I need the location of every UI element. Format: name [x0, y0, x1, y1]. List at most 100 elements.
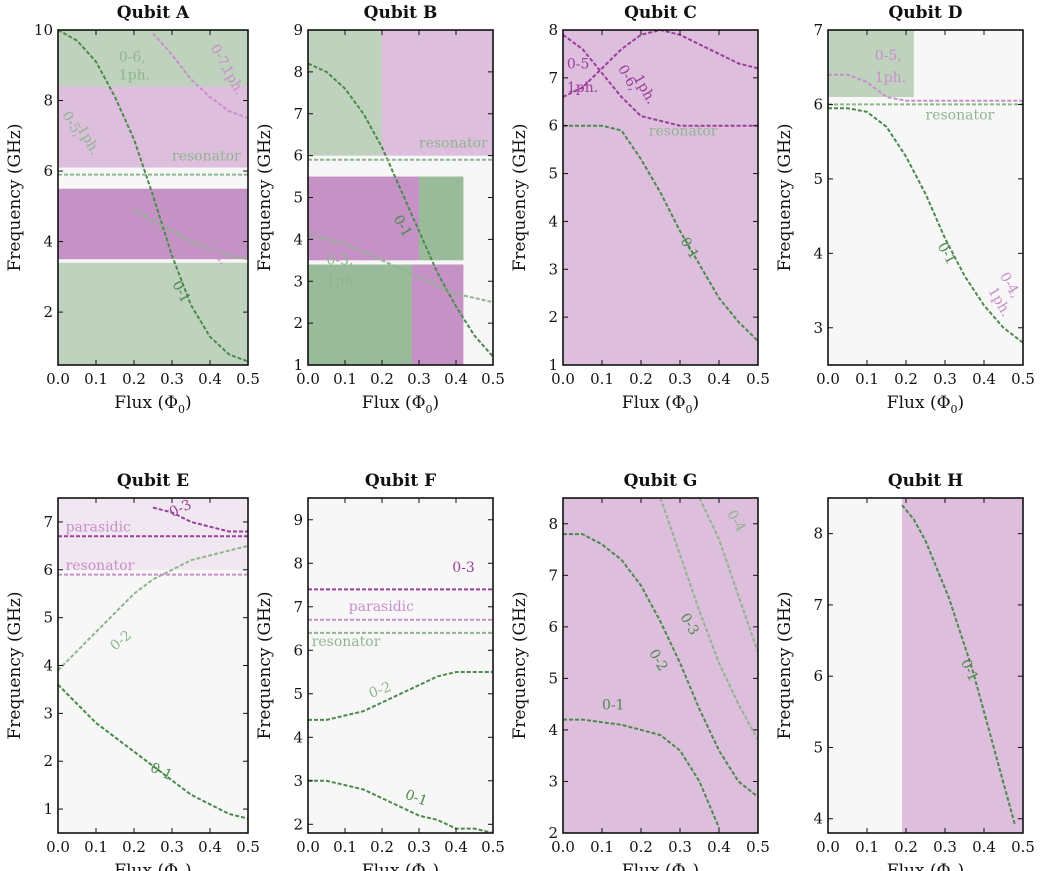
curve-label: 0-5 [567, 56, 590, 72]
y-tick-label: 4 [813, 810, 823, 828]
y-tick-label: 4 [813, 244, 823, 262]
plot-area: 0-1resonator0-6,1ph.0-5,1ph.0-7,1ph.0-4,… [58, 30, 248, 365]
y-tick-label: 8 [293, 63, 303, 81]
panel-1: 0-1resonator0-6,1ph.0-5,1ph.0-7,1ph.0-4,… [5, 3, 260, 416]
x-tick-label: 0.5 [746, 838, 770, 856]
y-tick-label: 1 [293, 356, 303, 374]
heatmap-band [58, 188, 248, 260]
y-tick-label: 4 [293, 230, 303, 248]
x-axis-label-close: ) [693, 393, 700, 413]
curve-label: 1ph. [119, 67, 150, 83]
curve-label: 0-1 [602, 697, 625, 713]
x-tick-label: 0.1 [333, 838, 357, 856]
x-tick-label: 0.2 [370, 370, 394, 388]
y-tick-label: 1 [43, 800, 53, 818]
y-tick-label: 6 [813, 95, 823, 113]
panel-title: Qubit B [364, 3, 438, 23]
x-axis-label: Flux (Φ0) [362, 393, 439, 416]
y-axis-label: Frequency (GHz) [510, 592, 530, 740]
x-axis-label-subscript: 0 [178, 403, 185, 416]
y-tick-label: 3 [548, 260, 558, 278]
x-tick-label: 0.1 [855, 838, 879, 856]
axes-frame [57, 29, 249, 366]
x-tick-label: 0.1 [855, 370, 879, 388]
y-axis-label: Frequency (GHz) [5, 124, 25, 272]
y-tick-label: 2 [293, 815, 303, 833]
y-tick-label: 7 [548, 566, 558, 584]
x-axis-label-subscript: 0 [426, 403, 433, 416]
x-axis-label: Flux (Φ0) [622, 861, 699, 871]
series-line [901, 504, 1017, 827]
y-tick-label: 5 [293, 189, 303, 207]
curve-label: 0-2 [367, 679, 394, 702]
series-line [659, 498, 758, 741]
x-axis-label: Flux (Φ0) [622, 393, 699, 416]
axes-frame [827, 29, 1024, 366]
panel-8: 0-1 0.0 0.1 0.2 0.3 0.4 0.5 4 5 6 7 8 Qubit H Flux (Φ… [775, 471, 1035, 871]
x-axis-label-text: Flux (Φ [887, 861, 951, 871]
plot-area: 0-1 [901, 498, 1023, 833]
y-axis-label: Frequency (GHz) [775, 592, 795, 740]
y-tick-label: 8 [43, 92, 53, 110]
y-axis-label: Frequency (GHz) [510, 124, 530, 272]
series-line [308, 62, 493, 358]
y-tick-label: 4 [548, 721, 558, 739]
y-axis-label: Frequency (GHz) [5, 592, 25, 740]
curve-label: 1ph. [327, 273, 358, 289]
x-tick-label: 0.3 [668, 838, 692, 856]
y-tick-label: 7 [293, 105, 303, 123]
series-line [563, 718, 720, 829]
y-tick-label: 4 [43, 657, 53, 675]
x-axis-label-text: Flux (Φ [887, 393, 951, 413]
x-axis-label-text: Flux (Φ [362, 393, 426, 413]
heatmap-band [308, 176, 419, 261]
panel-title: Qubit F [365, 471, 436, 491]
x-tick-label: 0.2 [629, 370, 653, 388]
y-tick-label: 6 [293, 147, 303, 165]
x-tick-label: 0.1 [333, 370, 357, 388]
axes-frame [827, 497, 1024, 834]
x-axis-label-text: Flux (Φ [114, 393, 178, 413]
heatmap-band [308, 264, 412, 365]
curve-label: resonator [419, 135, 488, 151]
y-tick-label: 5 [813, 170, 823, 188]
y-tick-label: 8 [548, 515, 558, 533]
y-axis-label: Frequency (GHz) [255, 592, 275, 740]
y-tick-label: 7 [548, 69, 558, 87]
series-line [152, 506, 248, 533]
x-tick-label: 0.1 [590, 838, 614, 856]
x-axis-label-text: Flux (Φ [362, 861, 426, 871]
y-tick-label: 3 [813, 319, 823, 337]
curve-label: resonator [926, 107, 995, 123]
x-tick-label: 0.3 [668, 370, 692, 388]
panel-title: Qubit A [117, 3, 190, 23]
series-line [828, 73, 1023, 102]
heatmap-band [58, 86, 248, 168]
y-tick-label: 2 [293, 314, 303, 332]
series-line [563, 124, 758, 342]
curve-label: parasidic [66, 520, 131, 536]
series-line [563, 30, 758, 98]
panel-title: Qubit H [888, 471, 963, 491]
axes-frame [307, 497, 494, 834]
y-axis-label: Frequency (GHz) [775, 124, 795, 272]
x-axis-label-close: ) [693, 861, 700, 871]
curve-label: resonator [649, 123, 718, 139]
x-tick-label: 0.4 [707, 370, 731, 388]
series-line [308, 234, 493, 304]
x-tick-label: 0.3 [933, 838, 957, 856]
x-tick-label: 0.3 [160, 838, 184, 856]
panel-6: 0-3 parasidic resonator 0-2 0-1 0.0 0.1 0.2 0.3 0… [255, 471, 505, 871]
panel-7: 0-10-20-30-4 0.0 0.1 0.2 0.3 0.4 0.5 2 3 4 5 6 7 8 Qub… [510, 471, 770, 871]
heatmap-band [563, 498, 758, 833]
curve-label: parasidic [349, 599, 414, 615]
x-tick-label: 0.0 [46, 370, 70, 388]
x-axis-label: Flux (Φ0) [362, 861, 439, 871]
x-axis-label-close: ) [433, 861, 440, 871]
series-line [828, 107, 1023, 344]
